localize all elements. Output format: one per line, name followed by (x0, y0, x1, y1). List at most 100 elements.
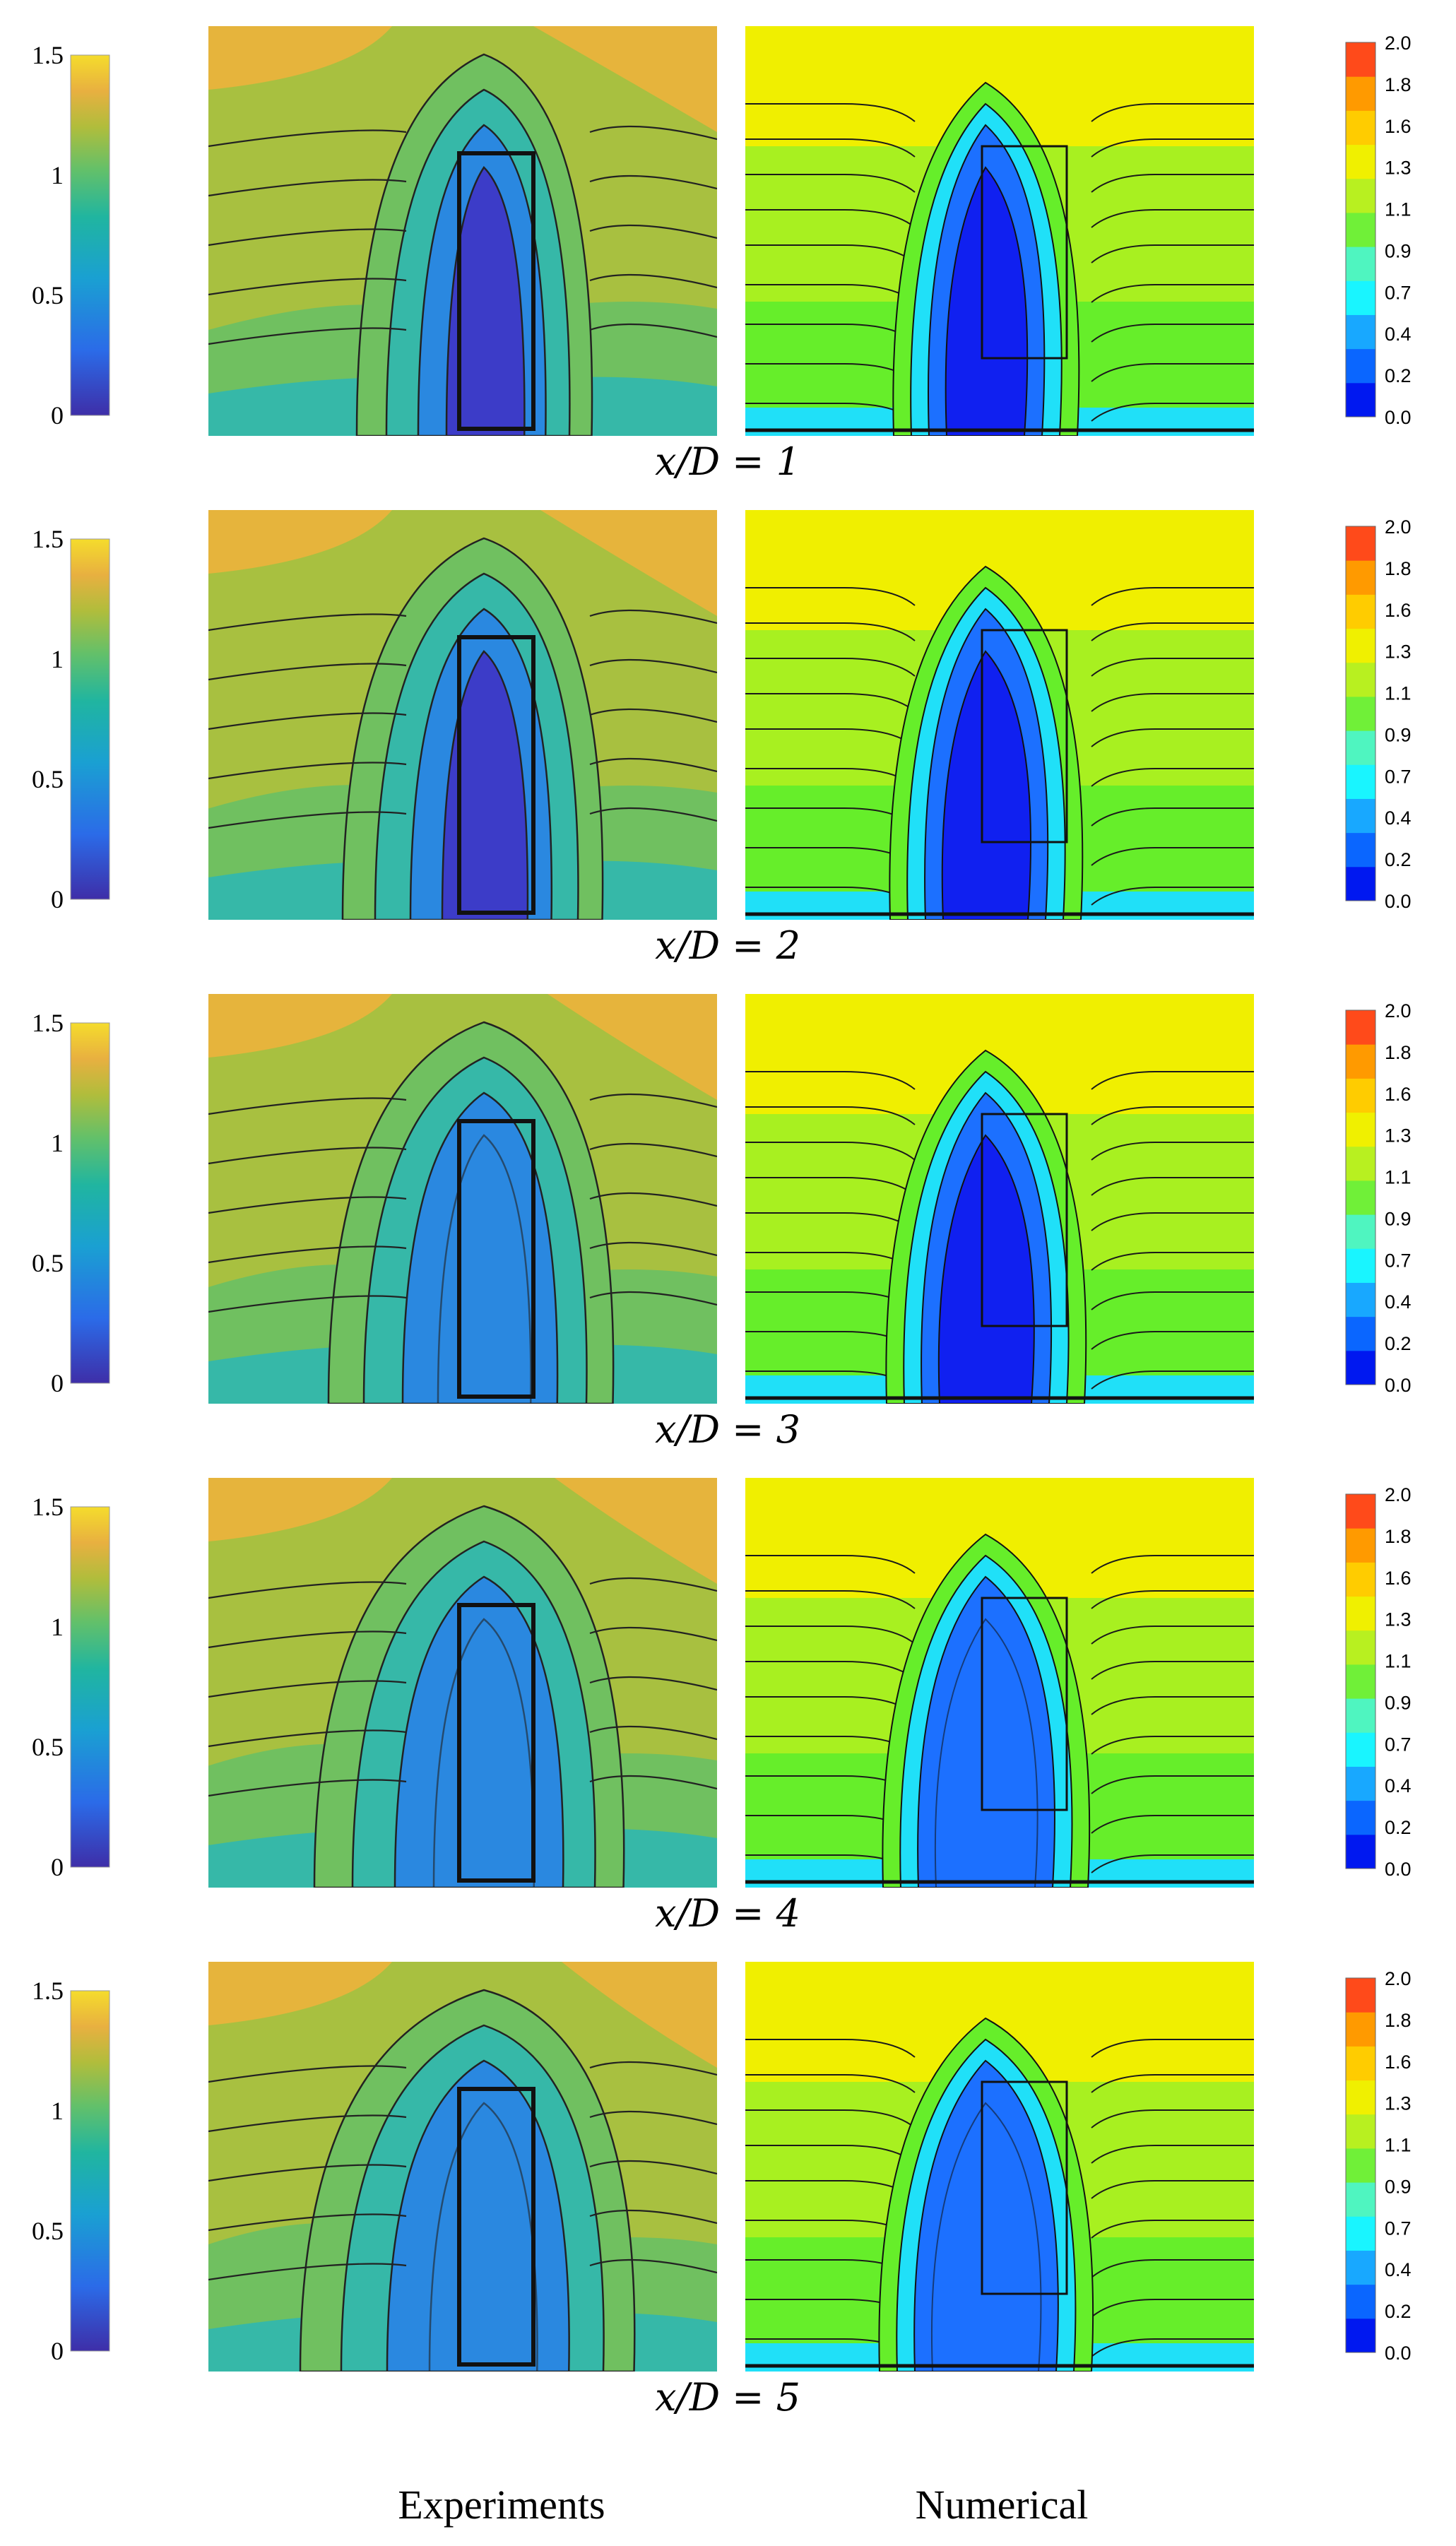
experiments-colorbar-tick: 1 (51, 161, 64, 189)
numerical-colorbar: 2.0 1.8 1.6 1.3 1.1 0.9 0.7 0.4 0.2 0.0 (1345, 1968, 1411, 2364)
numerical-colorbar-tick: 0.0 (1385, 407, 1411, 428)
building-outline (981, 1597, 1068, 1811)
row-label-x-over-d: x/D = 2 (655, 923, 800, 968)
experiments-colorbar-tick: 0.5 (32, 765, 64, 793)
row-label-x-over-d: x/D = 5 (655, 2375, 800, 2420)
numerical-colorbar: 2.0 1.8 1.6 1.3 1.1 0.9 0.7 0.4 0.2 0.0 (1345, 1000, 1411, 1396)
numerical-colorbar-tick: 1.6 (1385, 600, 1411, 621)
experiments-colorbar-tick: 1 (51, 2097, 64, 2125)
numerical-colorbar-tick: 1.1 (1385, 199, 1411, 220)
numerical-colorbar-tick: 0.7 (1385, 2218, 1411, 2239)
experiments-colorbar-tick: 1 (51, 645, 64, 673)
experiments-contour-panel (208, 26, 717, 436)
numerical-colorbar-tick: 1.1 (1385, 2135, 1411, 2156)
numerical-colorbar-tick: 1.3 (1385, 1125, 1411, 1147)
experiments-colorbar-tick: 1.5 (32, 1493, 64, 1521)
numerical-colorbar-tick: 1.8 (1385, 1526, 1411, 1547)
numerical-colorbar-tick: 0.4 (1385, 1775, 1411, 1796)
experiments-colorbar-tick: 0 (51, 1369, 64, 1397)
building-outline (457, 1603, 535, 1883)
numerical-colorbar: 2.0 1.8 1.6 1.3 1.1 0.9 0.7 0.4 0.2 0.0 (1345, 32, 1411, 428)
building-outline (981, 145, 1068, 360)
column-label-experiments: Experiments (398, 2482, 605, 2528)
experiments-colorbar-tick: 0.5 (32, 281, 64, 309)
column-label-numerical: Numerical (916, 2482, 1089, 2528)
numerical-colorbar-tick: 0.2 (1385, 1333, 1411, 1354)
numerical-colorbar-tick: 0.4 (1385, 807, 1411, 829)
numerical-colorbar-tick: 1.3 (1385, 2093, 1411, 2114)
experiments-colorbar-tick: 0.5 (32, 1733, 64, 1761)
panel-row-1: 1.5 1 0.5 0 2.0 1.8 1.6 1.3 1.1 0.9 0.7 0.4 0.2 0.0 x/… (32, 26, 1411, 484)
numerical-contour-panel (745, 1478, 1254, 1888)
numerical-colorbar-tick: 0.9 (1385, 1208, 1411, 1229)
panel-row-2: 1.5 1 0.5 0 2.0 1.8 1.6 1.3 1.1 0.9 0.7 0.4 0.2 0.0 x/… (32, 510, 1411, 968)
experiments-contour-panel (208, 994, 717, 1404)
numerical-colorbar-tick: 0.2 (1385, 1817, 1411, 1838)
experiments-colorbar-tick: 0 (51, 401, 64, 430)
numerical-colorbar-tick: 0.2 (1385, 2301, 1411, 2322)
numerical-colorbar-tick: 2.0 (1385, 1000, 1411, 1022)
numerical-colorbar-tick: 0.2 (1385, 365, 1411, 386)
numerical-colorbar-tick: 1.1 (1385, 1651, 1411, 1672)
numerical-contour-panel (745, 510, 1254, 920)
numerical-colorbar-tick: 0.0 (1385, 2343, 1411, 2364)
building-outline (981, 1113, 1068, 1327)
building-outline (457, 151, 535, 431)
experiments-colorbar: 1.5 1 0.5 0 (32, 1977, 110, 2365)
experiments-colorbar: 1.5 1 0.5 0 (32, 525, 110, 913)
building-outline (981, 2080, 1068, 2295)
numerical-colorbar-tick: 0.0 (1385, 1375, 1411, 1396)
numerical-colorbar-tick: 1.8 (1385, 2010, 1411, 2031)
numerical-colorbar-tick: 1.3 (1385, 158, 1411, 179)
experiments-colorbar-tick: 1.5 (32, 1009, 64, 1037)
experiments-colorbar-tick: 0.5 (32, 1249, 64, 1277)
numerical-colorbar-tick: 1.3 (1385, 641, 1411, 663)
numerical-colorbar-tick: 0.7 (1385, 1250, 1411, 1271)
panel-row-3: 1.5 1 0.5 0 2.0 1.8 1.6 1.3 1.1 0.9 0.7 0.4 0.2 0.0 x/… (32, 994, 1411, 1452)
building-outline (981, 629, 1068, 843)
row-label-x-over-d: x/D = 4 (655, 1891, 800, 1936)
numerical-colorbar-tick: 1.8 (1385, 74, 1411, 95)
experiments-colorbar: 1.5 1 0.5 0 (32, 1009, 110, 1397)
numerical-colorbar-tick: 0.9 (1385, 240, 1411, 261)
experiments-colorbar-tick: 0 (51, 1853, 64, 1881)
experiments-colorbar-tick: 1.5 (32, 1977, 64, 2005)
row-label-x-over-d: x/D = 3 (655, 1407, 800, 1452)
row-label-x-over-d: x/D = 1 (655, 439, 800, 484)
numerical-colorbar-tick: 0.9 (1385, 724, 1411, 745)
numerical-colorbar-tick: 2.0 (1385, 1484, 1411, 1505)
numerical-colorbar-tick: 0.9 (1385, 2176, 1411, 2197)
numerical-colorbar-tick: 1.1 (1385, 1167, 1411, 1188)
numerical-colorbar-tick: 2.0 (1385, 516, 1411, 538)
numerical-colorbar-tick: 0.4 (1385, 2259, 1411, 2280)
numerical-colorbar-tick: 1.6 (1385, 2051, 1411, 2073)
building-outline (457, 1119, 535, 1399)
numerical-colorbar-tick: 0.7 (1385, 766, 1411, 787)
numerical-colorbar-tick: 2.0 (1385, 1968, 1411, 1989)
experiments-contour-panel (208, 1478, 717, 1888)
numerical-colorbar-tick: 0.0 (1385, 1859, 1411, 1880)
numerical-colorbar-tick: 0.0 (1385, 891, 1411, 912)
numerical-colorbar-tick: 1.8 (1385, 1042, 1411, 1063)
numerical-colorbar-tick: 1.1 (1385, 683, 1411, 704)
numerical-colorbar-tick: 0.2 (1385, 849, 1411, 870)
building-outline (457, 635, 535, 915)
numerical-contour-panel (745, 26, 1254, 436)
experiments-colorbar-tick: 0.5 (32, 2217, 64, 2245)
panel-row-5: 1.5 1 0.5 0 2.0 1.8 1.6 1.3 1.1 0.9 0.7 0.4 0.2 0.0 x/… (32, 1962, 1411, 2420)
numerical-colorbar-tick: 2.0 (1385, 32, 1411, 54)
experiments-contour-panel (208, 510, 717, 920)
experiments-colorbar-tick: 1 (51, 1129, 64, 1157)
numerical-colorbar-tick: 1.6 (1385, 1084, 1411, 1105)
experiments-colorbar-tick: 0 (51, 885, 64, 913)
numerical-colorbar-tick: 1.6 (1385, 116, 1411, 137)
numerical-colorbar-tick: 0.7 (1385, 1734, 1411, 1755)
numerical-colorbar-tick: 1.3 (1385, 1609, 1411, 1630)
numerical-colorbar-tick: 0.7 (1385, 282, 1411, 303)
numerical-colorbar-tick: 1.8 (1385, 558, 1411, 579)
numerical-colorbar-tick: 1.6 (1385, 1568, 1411, 1589)
numerical-contour-panel (745, 994, 1254, 1404)
numerical-colorbar-tick: 0.4 (1385, 324, 1411, 345)
experiments-colorbar-tick: 0 (51, 2337, 64, 2365)
